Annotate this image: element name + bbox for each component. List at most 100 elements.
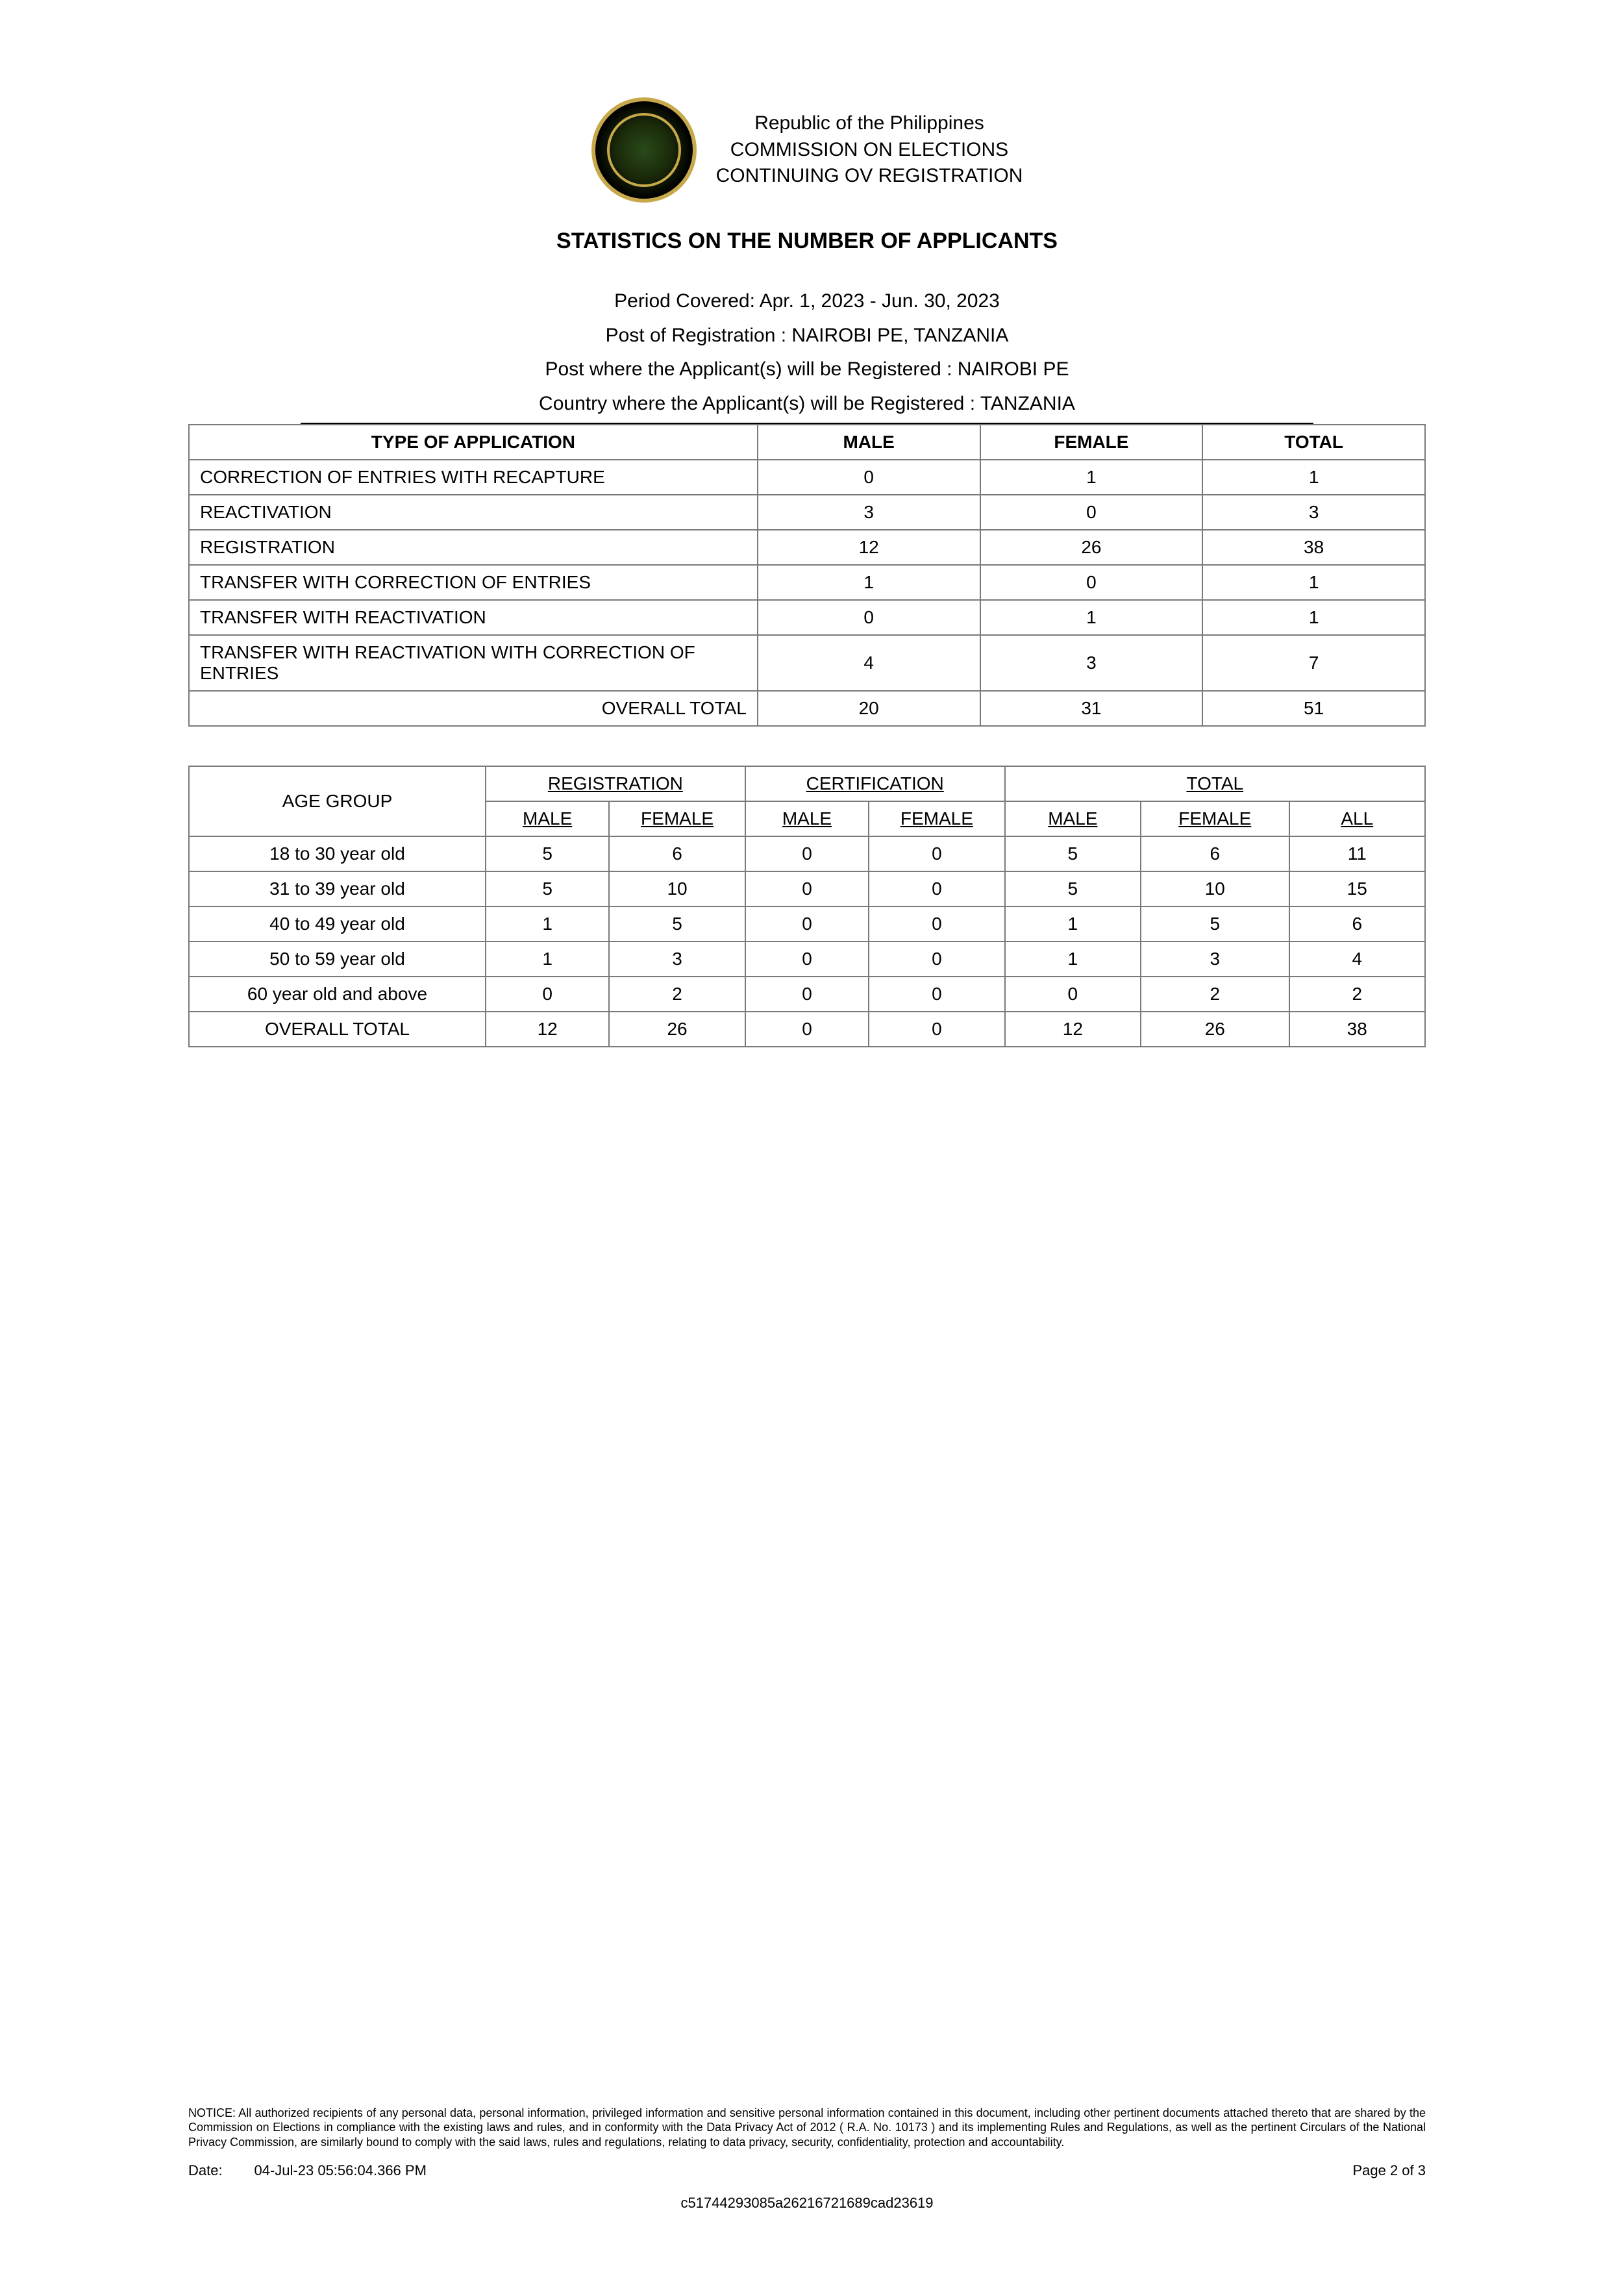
cell-type: REGISTRATION [189,530,758,565]
application-type-table: TYPE OF APPLICATION MALE FEMALE TOTAL CO… [188,424,1426,727]
document-title: STATISTICS ON THE NUMBER OF APPLICANTS [188,229,1426,254]
cell-tot-male: 5 [1005,871,1141,906]
col-female: FEMALE [980,425,1203,460]
cell-reg-male: 0 [486,977,609,1012]
cell-tot-female: 5 [1141,906,1289,942]
cell-type: TRANSFER WITH CORRECTION OF ENTRIES [189,565,758,600]
cell-type: TRANSFER WITH REACTIVATION [189,600,758,635]
table-header-row: AGE GROUP REGISTRATION CERTIFICATION TOT… [189,766,1425,801]
col-total: TOTAL [1005,766,1425,801]
sub-cert-male: MALE [745,801,869,836]
cell-tot-male: 5 [1005,836,1141,871]
page-footer: NOTICE: All authorized recipients of any… [188,2106,1426,2212]
cell-male: 4 [758,635,980,691]
cell-tot-all: 6 [1289,906,1425,942]
cell-total: 38 [1202,530,1425,565]
sub-tot-all: ALL [1289,801,1425,836]
overall-label: OVERALL TOTAL [189,1012,486,1047]
age-group-table: AGE GROUP REGISTRATION CERTIFICATION TOT… [188,766,1426,1047]
cell-total: 1 [1202,460,1425,495]
cell-total: 7 [1202,635,1425,691]
country-where-registered: Country where the Applicant(s) will be R… [188,389,1426,419]
cell-type: TRANSFER WITH REACTIVATION WITH CORRECTI… [189,635,758,691]
post-of-registration: Post of Registration : NAIROBI PE, TANZA… [188,321,1426,351]
cell-female: 1 [980,460,1203,495]
cell-reg-male: 5 [486,836,609,871]
cell-tot-male: 1 [1005,906,1141,942]
cell-reg-male: 5 [486,871,609,906]
comelec-seal-icon [591,97,697,203]
cell-cert-female: 0 [869,871,1004,906]
cell-cert-female: 0 [869,906,1004,942]
cell-age: 18 to 30 year old [189,836,486,871]
letterhead-text: Republic of the Philippines COMMISSION O… [716,110,1023,190]
overall-total: 51 [1202,691,1425,726]
footer-meta-row: Date: 04-Jul-23 05:56:04.366 PM Page 2 o… [188,2162,1426,2179]
cell-male: 0 [758,600,980,635]
cell-cert-female: 0 [869,942,1004,977]
cell-male: 3 [758,495,980,530]
cell-age: 40 to 49 year old [189,906,486,942]
table-row: 31 to 39 year old5100051015 [189,871,1425,906]
sub-cert-female: FEMALE [869,801,1004,836]
cell-total: 3 [1202,495,1425,530]
cell-type: CORRECTION OF ENTRIES WITH RECAPTURE [189,460,758,495]
cell-cert-male: 0 [745,871,869,906]
sub-reg-male: MALE [486,801,609,836]
document-id: c51744293085a26216721689cad23619 [188,2195,1426,2212]
cell-age: 31 to 39 year old [189,871,486,906]
letterhead-line2: COMMISSION ON ELECTIONS [716,137,1023,164]
footer-date: Date: 04-Jul-23 05:56:04.366 PM [188,2162,427,2179]
cell-age: 50 to 59 year old [189,942,486,977]
cell-female: 1 [980,600,1203,635]
cell-reg-female: 5 [609,906,745,942]
table-row: TRANSFER WITH CORRECTION OF ENTRIES101 [189,565,1425,600]
overall-cf: 0 [869,1012,1004,1047]
col-male: MALE [758,425,980,460]
col-age-group: AGE GROUP [189,766,486,836]
cell-female: 26 [980,530,1203,565]
cell-total: 1 [1202,600,1425,635]
cell-total: 1 [1202,565,1425,600]
cell-reg-male: 1 [486,942,609,977]
overall-cm: 0 [745,1012,869,1047]
cell-tot-male: 0 [1005,977,1141,1012]
cell-tot-female: 10 [1141,871,1289,906]
cell-reg-male: 1 [486,906,609,942]
cell-male: 0 [758,460,980,495]
cell-male: 1 [758,565,980,600]
overall-all: 38 [1289,1012,1425,1047]
cell-reg-female: 2 [609,977,745,1012]
cell-reg-female: 3 [609,942,745,977]
cell-tot-all: 11 [1289,836,1425,871]
table-overall-row: OVERALL TOTAL 12 26 0 0 12 26 38 [189,1012,1425,1047]
cell-tot-male: 1 [1005,942,1141,977]
table-row: 18 to 30 year old56005611 [189,836,1425,871]
overall-tm: 12 [1005,1012,1141,1047]
table-row: 50 to 59 year old1300134 [189,942,1425,977]
col-type: TYPE OF APPLICATION [189,425,758,460]
overall-rm: 12 [486,1012,609,1047]
overall-label: OVERALL TOTAL [189,691,758,726]
cell-tot-all: 4 [1289,942,1425,977]
table-row: TRANSFER WITH REACTIVATION WITH CORRECTI… [189,635,1425,691]
cell-cert-male: 0 [745,942,869,977]
cell-tot-female: 2 [1141,977,1289,1012]
letterhead: Republic of the Philippines COMMISSION O… [188,97,1426,203]
cell-tot-all: 2 [1289,977,1425,1012]
cell-female: 0 [980,495,1203,530]
cell-cert-male: 0 [745,906,869,942]
cell-female: 0 [980,565,1203,600]
cell-tot-all: 15 [1289,871,1425,906]
cell-age: 60 year old and above [189,977,486,1012]
cell-reg-female: 6 [609,836,745,871]
table-overall-row: OVERALL TOTAL 20 31 51 [189,691,1425,726]
page-number: Page 2 of 3 [1352,2162,1426,2179]
table-row: CORRECTION OF ENTRIES WITH RECAPTURE011 [189,460,1425,495]
document-page: Republic of the Philippines COMMISSION O… [0,0,1614,2296]
letterhead-line3: CONTINUING OV REGISTRATION [716,163,1023,190]
col-registration: REGISTRATION [486,766,745,801]
overall-rf: 26 [609,1012,745,1047]
date-label: Date: [188,2162,223,2178]
letterhead-line1: Republic of the Philippines [716,110,1023,137]
